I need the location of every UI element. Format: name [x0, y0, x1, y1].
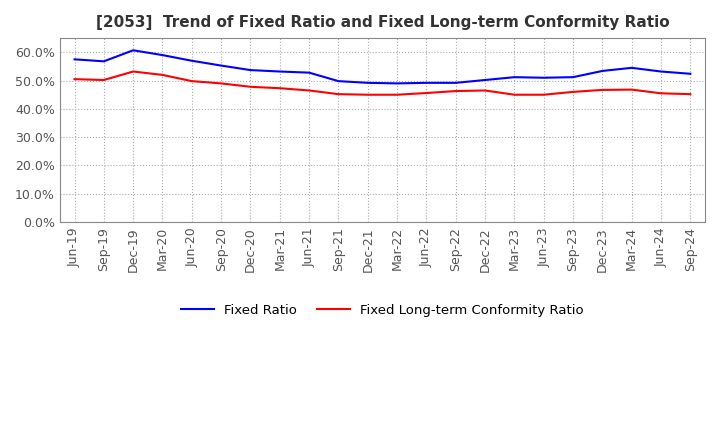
Fixed Long-term Conformity Ratio	[539, 92, 548, 97]
Fixed Ratio	[129, 48, 138, 53]
Fixed Long-term Conformity Ratio	[451, 88, 460, 94]
Fixed Ratio	[451, 80, 460, 85]
Fixed Ratio	[657, 69, 665, 74]
Fixed Long-term Conformity Ratio	[99, 77, 108, 83]
Fixed Long-term Conformity Ratio	[510, 92, 518, 97]
Fixed Ratio	[539, 75, 548, 81]
Fixed Ratio	[364, 80, 372, 85]
Fixed Long-term Conformity Ratio	[217, 81, 225, 86]
Fixed Long-term Conformity Ratio	[334, 92, 343, 97]
Legend: Fixed Ratio, Fixed Long-term Conformity Ratio: Fixed Ratio, Fixed Long-term Conformity …	[176, 299, 590, 322]
Fixed Long-term Conformity Ratio	[305, 88, 313, 93]
Fixed Ratio	[510, 74, 518, 80]
Fixed Long-term Conformity Ratio	[422, 90, 431, 95]
Fixed Ratio	[569, 74, 577, 80]
Fixed Ratio	[246, 67, 255, 73]
Fixed Long-term Conformity Ratio	[627, 87, 636, 92]
Fixed Ratio	[276, 69, 284, 74]
Fixed Ratio	[686, 71, 695, 77]
Fixed Ratio	[99, 59, 108, 64]
Fixed Ratio	[334, 78, 343, 84]
Fixed Ratio	[158, 52, 167, 58]
Title: [2053]  Trend of Fixed Ratio and Fixed Long-term Conformity Ratio: [2053] Trend of Fixed Ratio and Fixed Lo…	[96, 15, 670, 30]
Fixed Long-term Conformity Ratio	[246, 84, 255, 89]
Fixed Ratio	[217, 63, 225, 68]
Fixed Long-term Conformity Ratio	[686, 92, 695, 97]
Fixed Long-term Conformity Ratio	[481, 88, 490, 93]
Fixed Long-term Conformity Ratio	[598, 87, 607, 92]
Line: Fixed Ratio: Fixed Ratio	[75, 50, 690, 84]
Fixed Ratio	[393, 81, 402, 86]
Fixed Long-term Conformity Ratio	[276, 85, 284, 91]
Fixed Long-term Conformity Ratio	[187, 78, 196, 84]
Fixed Ratio	[481, 77, 490, 83]
Fixed Long-term Conformity Ratio	[158, 72, 167, 77]
Fixed Long-term Conformity Ratio	[364, 92, 372, 97]
Fixed Long-term Conformity Ratio	[129, 69, 138, 74]
Fixed Ratio	[187, 58, 196, 63]
Fixed Ratio	[305, 70, 313, 75]
Fixed Ratio	[422, 80, 431, 85]
Fixed Ratio	[71, 57, 79, 62]
Fixed Long-term Conformity Ratio	[71, 77, 79, 82]
Fixed Ratio	[598, 68, 607, 73]
Fixed Long-term Conformity Ratio	[393, 92, 402, 97]
Fixed Long-term Conformity Ratio	[569, 89, 577, 95]
Fixed Long-term Conformity Ratio	[657, 91, 665, 96]
Fixed Ratio	[627, 65, 636, 70]
Line: Fixed Long-term Conformity Ratio: Fixed Long-term Conformity Ratio	[75, 72, 690, 95]
